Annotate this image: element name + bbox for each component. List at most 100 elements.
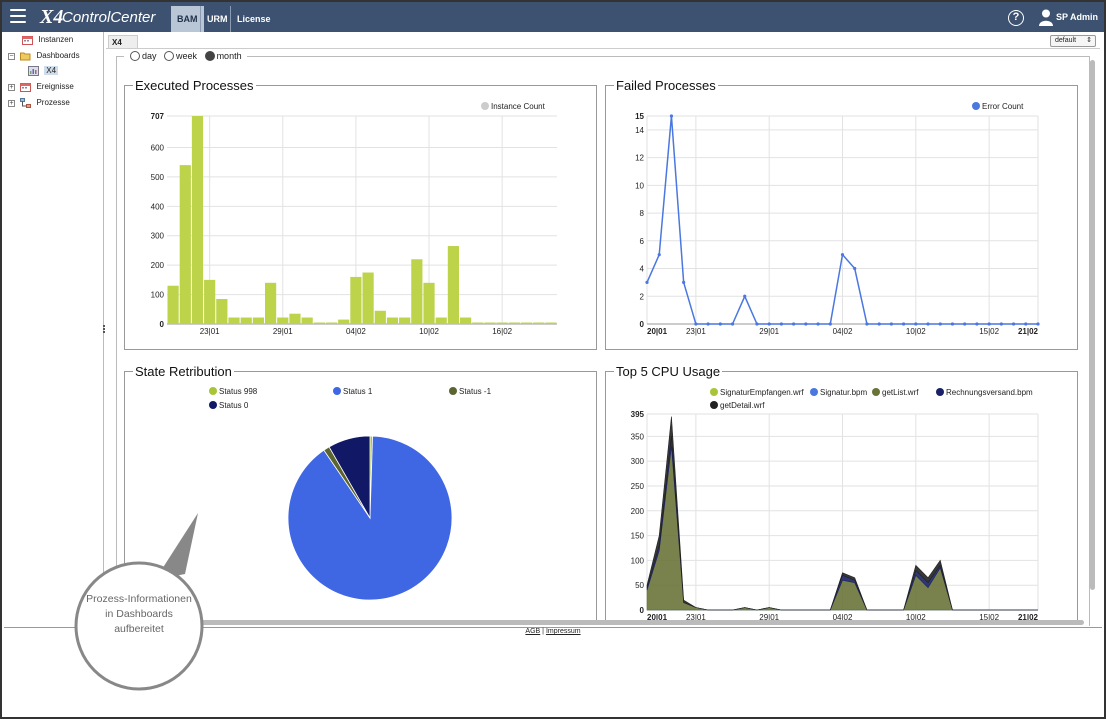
y-tick-label: 14 (635, 126, 644, 135)
x-tick-label: 10|02 (419, 327, 439, 336)
x-tick-label: 10|02 (906, 327, 926, 336)
bar (350, 276, 362, 324)
y-tick-label: 400 (151, 202, 165, 211)
bar (508, 322, 520, 324)
data-point (657, 253, 661, 257)
dashboard-icon (28, 66, 39, 76)
vertical-scrollbar[interactable] (1088, 56, 1098, 626)
sidebar-item-dashboards[interactable]: − Dashboards (8, 51, 80, 61)
bar (386, 317, 399, 324)
y-tick-label: 300 (631, 457, 645, 466)
radio-month-label[interactable]: month (216, 50, 242, 61)
sidebar-item-x4[interactable]: X4 (28, 66, 59, 76)
sidebar-item-instanzen[interactable]: Instanzen (10, 35, 73, 45)
y-tick-label: 100 (151, 291, 165, 300)
bar (325, 322, 338, 324)
data-point (779, 322, 784, 326)
vertical-scrollbar-thumb[interactable] (1090, 60, 1095, 590)
data-point (816, 322, 820, 326)
legend-marker (449, 387, 457, 395)
sidebar-item-label: Dashboards (36, 51, 80, 61)
x-tick-label: 23|01 (686, 327, 706, 336)
expand-toggle-icon[interactable]: + (8, 99, 15, 107)
data-point (901, 322, 906, 326)
y-tick-label: 150 (631, 532, 645, 541)
x-tick-label: 23|01 (200, 327, 220, 336)
y-tick-label: 600 (151, 143, 165, 152)
bar (460, 317, 472, 324)
select-caret-icon: ⇕ (1086, 37, 1092, 44)
y-tick-label: 0 (640, 320, 645, 329)
state-retribution-chart: Status 998 Status 1 Status -1 Status 0 (209, 387, 492, 601)
y-tick-label: 50 (635, 581, 644, 590)
legend-label: Error Count (982, 102, 1024, 111)
y-tick-label: 200 (631, 507, 645, 516)
footer: AGB | Impressum (0, 628, 1106, 635)
legend-label: SignaturEmpfangen.wrf (720, 388, 804, 397)
data-point (926, 322, 930, 326)
cpu-usage-chart: 0 50 100 150 200 250 300 350 395 20|01 23|01 29|01 0… (631, 388, 1039, 622)
impressum-link[interactable]: Impressum (545, 628, 581, 635)
bar (484, 322, 496, 324)
view-select-value: default (1055, 37, 1077, 44)
footer-divider (4, 627, 1102, 628)
data-point (743, 294, 747, 298)
data-point (938, 322, 942, 326)
data-point (718, 322, 722, 326)
x-tick-label: 04|02 (833, 613, 853, 622)
radio-day-label[interactable]: day (142, 50, 157, 61)
collapse-toggle-icon[interactable]: − (8, 52, 15, 60)
y-tick-label: 2 (640, 292, 645, 301)
time-range-fieldset (116, 56, 1090, 626)
radio-day[interactable] (130, 50, 140, 61)
sidebar-resize-handle[interactable] (103, 325, 106, 335)
bar (533, 322, 545, 324)
view-select[interactable]: default ⇕ (1050, 35, 1096, 47)
failed-processes-chart: 0 2 4 6 8 10 12 14 15 20|01 23|01 29|01 04|02 10|02 15… (635, 102, 1040, 336)
executed-processes-panel: Executed Processes 0 100 200 300 400 500 600 70… (124, 78, 597, 350)
help-icon[interactable]: ? (1008, 10, 1024, 26)
legend-marker (872, 388, 880, 396)
sidebar-item-prozesse[interactable]: + Prozesse (8, 98, 70, 108)
area-series (646, 416, 1038, 611)
bar (228, 317, 240, 324)
bar (252, 317, 264, 324)
data-point (877, 322, 881, 326)
radio-week[interactable] (164, 50, 175, 61)
sidebar-item-label: Prozesse (36, 98, 70, 108)
data-point (682, 280, 686, 284)
x-tick-label: 29|01 (759, 327, 779, 336)
x-tick-label: 15|02 (979, 327, 999, 336)
footer-separator: | (542, 628, 544, 635)
bar (496, 322, 508, 324)
bar (191, 116, 204, 324)
horizontal-scrollbar-thumb[interactable] (112, 620, 1084, 625)
panel-title: Executed Processes (133, 78, 256, 93)
radio-week-label[interactable]: week (176, 50, 198, 61)
sidebar-item-label: X4 (44, 66, 59, 76)
panel-title: Top 5 CPU Usage (614, 364, 723, 379)
bar (289, 313, 301, 324)
user-name[interactable]: SP Admin (1056, 12, 1099, 22)
data-point (828, 322, 832, 326)
radio-month[interactable] (204, 50, 215, 61)
bar (167, 285, 179, 324)
hamburger-menu-icon[interactable] (10, 9, 26, 23)
nav-tab-bam[interactable]: BAM (171, 6, 204, 32)
horizontal-scrollbar[interactable] (112, 618, 1088, 626)
bar (179, 165, 191, 324)
expand-toggle-icon[interactable]: + (8, 83, 15, 91)
dashboard-tab[interactable]: X4 (108, 35, 138, 49)
nav-tab-license[interactable]: License (237, 14, 271, 24)
y-tick-label: 4 (640, 265, 645, 274)
data-point (1011, 322, 1016, 326)
x-tick-label: 21|02 (1018, 327, 1039, 336)
user-icon[interactable] (1039, 9, 1053, 26)
x-tick-label: 21|02 (1018, 613, 1039, 622)
sidebar-item-label: Instanzen (38, 35, 74, 45)
sidebar-item-ereignisse[interactable]: + Ereignisse (8, 82, 74, 92)
y-tick-label: 395 (631, 410, 645, 419)
agb-link[interactable]: AGB (525, 628, 541, 635)
executed-processes-chart: 0 100 200 300 400 500 600 707 23|01 29|01 04|02 10|… (151, 102, 557, 336)
nav-tab-urm[interactable]: URM (207, 14, 228, 24)
